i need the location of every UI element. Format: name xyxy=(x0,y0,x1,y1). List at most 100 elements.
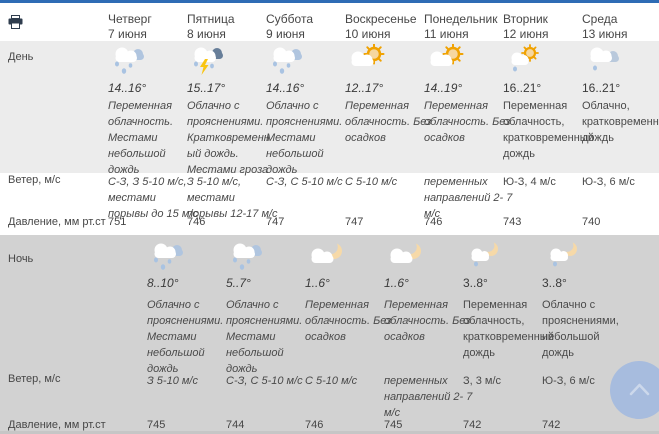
weather-description: Переменная облачность. Без осадков xyxy=(424,100,511,144)
weather-description: Облачно с прояснениями. Местами небольшо… xyxy=(147,299,224,375)
wind-value: З 5-10 м/с, местами порывы 12-17 м/с xyxy=(187,176,278,220)
sun-cloud-rain-icon xyxy=(505,44,545,76)
temperature-range: 1..6° xyxy=(305,276,330,290)
thunderstorm-icon xyxy=(189,44,229,76)
temperature-range: 5..7° xyxy=(226,276,251,290)
weekday-label: Воскресенье xyxy=(345,12,417,26)
wind-value: С-З, С 5-10 м/с xyxy=(266,176,343,188)
weather-description: Облачно с прояснениями, небольшой дождь xyxy=(542,299,619,359)
temperature-range: 16..21° xyxy=(503,81,542,95)
night-section-background xyxy=(0,235,659,431)
pressure-value: 751 xyxy=(108,216,127,228)
column-header: Среда 13 июня xyxy=(582,12,659,42)
weather-description: Переменная облачность. Без осадков xyxy=(384,299,471,343)
day-section-background xyxy=(0,41,659,173)
day-forecast-column: 16..21° Облачно, кратковременный дождь Ю… xyxy=(582,41,659,235)
temperature-range: 1..6° xyxy=(384,276,409,290)
temperature-range: 8..10° xyxy=(147,276,179,290)
weekday-label: Понедельник xyxy=(424,12,498,26)
weather-description: Облачно с прояснениями. Кратковременн ый… xyxy=(187,100,270,176)
weekday-label: Суббота xyxy=(266,12,313,26)
date-label: 7 июня xyxy=(108,27,147,41)
wind-value: С-З, С 5-10 м/с xyxy=(226,375,303,387)
wind-value: С 5-10 м/с xyxy=(305,375,358,387)
column-header: Понедельник 11 июня xyxy=(424,12,503,42)
pressure-value: 745 xyxy=(147,419,166,431)
weather-description: Переменная облачность. Местами небольшой… xyxy=(108,100,174,176)
temperature-range: 3..8° xyxy=(463,276,488,290)
sun-cloud-icon xyxy=(347,44,387,76)
wind-value: Ю-З, 4 м/с xyxy=(503,176,556,188)
pressure-value: 744 xyxy=(226,419,245,431)
table-bottom-divider xyxy=(0,431,659,434)
weather-description: Облачно, кратковременный дождь xyxy=(582,100,659,144)
rain-cloud-icon xyxy=(268,44,308,76)
weather-description: Переменная облачность. Без осадков xyxy=(305,299,392,343)
temperature-range: 14..16° xyxy=(108,81,147,95)
row-label-wind-night: Ветер, м/с xyxy=(8,373,61,385)
chevron-up-icon xyxy=(629,383,649,396)
pressure-value: 746 xyxy=(187,216,206,228)
row-label-night: Ночь xyxy=(8,253,34,265)
wind-value: С 5-10 м/с xyxy=(345,176,398,188)
day-forecast-column: 16..21° Переменная облачность, кратковре… xyxy=(503,41,594,235)
temperature-range: 15..17° xyxy=(187,81,226,95)
row-label-day: День xyxy=(8,51,34,63)
pressure-value: 742 xyxy=(463,419,482,431)
day-forecast-column: 14..19° Переменная облачность. Без осадк… xyxy=(424,41,512,235)
day-forecast-column: 14..16° Переменная облачность. Местами н… xyxy=(108,41,198,235)
date-label: 11 июня xyxy=(424,27,469,41)
temperature-range: 3..8° xyxy=(542,276,567,290)
pressure-value: 745 xyxy=(384,419,403,431)
day-forecast-column: 14..16° Облачно с прояснениями. Местами … xyxy=(266,41,345,235)
temperature-range: 14..16° xyxy=(266,81,305,95)
pressure-value: 746 xyxy=(424,216,443,228)
wind-value: Ю-З, 6 м/с xyxy=(582,176,635,188)
sun-cloud-icon xyxy=(426,44,466,76)
night-forecast-column: 1..6° Переменная облачность. Без осадков… xyxy=(305,235,391,431)
row-label-wind-day: Ветер, м/с xyxy=(8,174,61,186)
date-label: 9 июня xyxy=(266,27,305,41)
weather-description: Облачно с прояснениями. Местами небольшо… xyxy=(226,299,303,375)
date-label: 10 июня xyxy=(345,27,391,41)
column-header: Пятница 8 июня xyxy=(187,12,266,42)
cloud-rain-icon xyxy=(584,44,624,76)
rain-cloud-icon xyxy=(110,44,150,76)
wind-value: переменных направлений 2- 7 м/с xyxy=(384,375,473,419)
moon-cloud-rain-icon xyxy=(544,240,584,272)
temperature-range: 16..21° xyxy=(582,81,621,95)
pressure-value: 747 xyxy=(345,216,364,228)
row-label-pressure-night: Давление, мм рт.ст xyxy=(8,419,106,431)
row-label-pressure-day: Давление, мм рт.ст xyxy=(8,216,106,228)
moon-cloud-rain-icon xyxy=(465,240,505,272)
rain-cloud-icon xyxy=(228,240,268,272)
moon-cloud-icon xyxy=(386,240,426,272)
column-header: Четверг 7 июня xyxy=(108,12,187,42)
pressure-value: 740 xyxy=(582,216,601,228)
weather-description: Переменная облачность, кратковременный д… xyxy=(463,299,554,359)
rain-cloud-icon xyxy=(149,240,189,272)
weekday-label: Четверг xyxy=(108,12,152,26)
column-header: Вторник 12 июня xyxy=(503,12,582,42)
temperature-range: 14..19° xyxy=(424,81,463,95)
date-label: 8 июня xyxy=(187,27,226,41)
wind-value: переменных направлений 2- 7 м/с xyxy=(424,176,513,220)
night-forecast-column: 3..8° Переменная облачность, кратковреме… xyxy=(463,235,554,431)
printer-icon xyxy=(8,15,22,29)
weather-description: Переменная облачность. Без осадков xyxy=(345,100,432,144)
day-forecast-column: 12..17° Переменная облачность. Без осадк… xyxy=(345,41,431,235)
pressure-value: 742 xyxy=(542,419,561,431)
pressure-value: 746 xyxy=(305,419,324,431)
day-forecast-column: 15..17° Облачно с прояснениями. Кратковр… xyxy=(187,41,278,235)
weekday-label: Пятница xyxy=(187,12,235,26)
scroll-to-top-button[interactable] xyxy=(610,361,659,419)
print-button[interactable] xyxy=(7,15,23,31)
weekday-label: Вторник xyxy=(503,12,548,26)
column-header: Суббота 9 июня xyxy=(266,12,345,42)
weather-description: Облачно с прояснениями. Местами небольшо… xyxy=(266,100,343,176)
wind-value: С-З, З 5-10 м/с, местами порывы до 15 м/… xyxy=(108,176,198,220)
night-forecast-column: 1..6° Переменная облачность. Без осадков… xyxy=(384,235,472,431)
pressure-value: 743 xyxy=(503,216,522,228)
night-forecast-column: 8..10° Облачно с прояснениями. Местами н… xyxy=(147,235,226,431)
